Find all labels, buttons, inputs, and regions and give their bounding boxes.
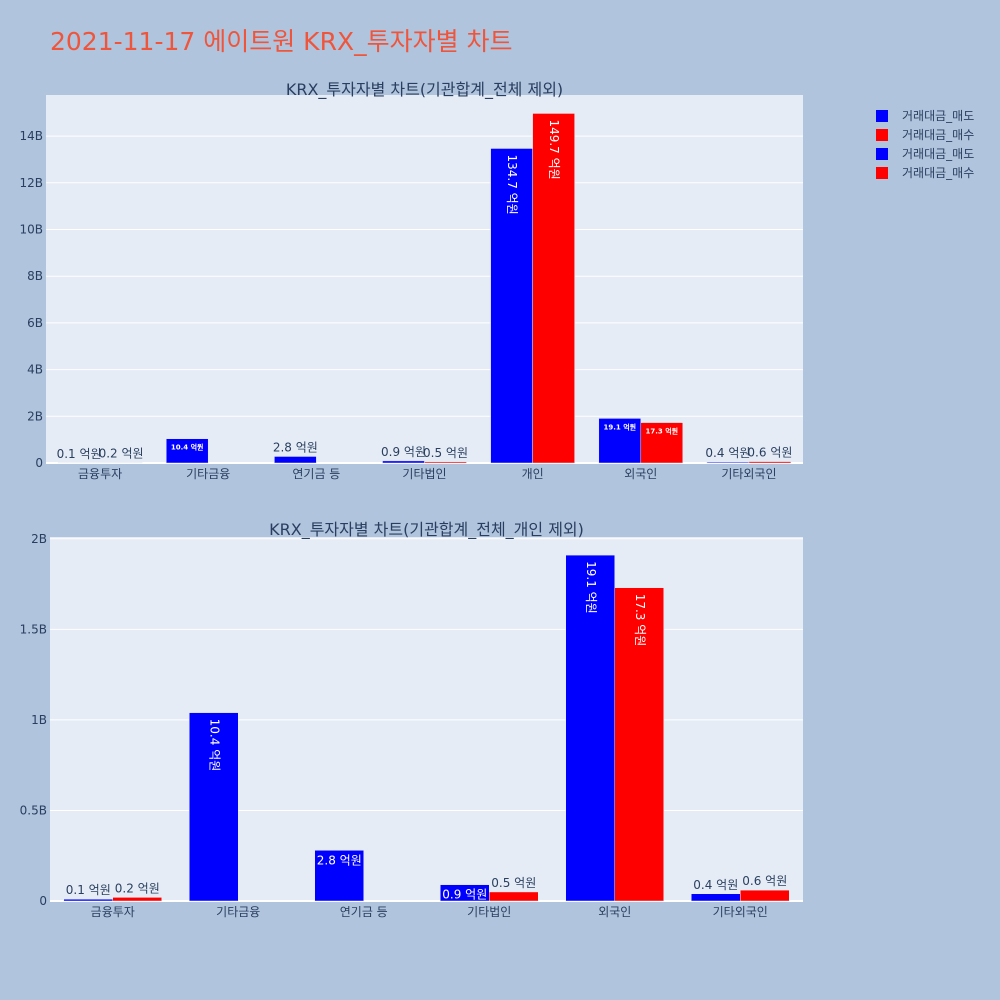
bar-buy — [614, 587, 664, 902]
x-tick-label: 기타외국인 — [713, 905, 768, 919]
bar-buy — [424, 461, 467, 464]
plot-area — [50, 537, 803, 901]
bar-buy — [112, 897, 162, 902]
x-tick-label: 연기금 등 — [292, 467, 340, 481]
page-title: 2021-11-17 에이트원 KRX_투자자별 차트 — [50, 27, 513, 56]
legend-swatch — [876, 128, 888, 141]
bar-sell — [189, 712, 239, 902]
x-tick-label: 기타외국인 — [721, 467, 776, 481]
data-label: 0.5 억원 — [491, 876, 536, 890]
bar-sell — [314, 850, 364, 902]
data-label: 134.7 억원 — [505, 154, 519, 214]
plot-area — [46, 95, 803, 463]
y-tick-label: 14B — [19, 129, 43, 143]
legend-label: 거래대금_매수 — [902, 166, 975, 180]
y-tick-label: 0 — [35, 456, 43, 470]
data-label: 0.9 억원 — [442, 888, 487, 902]
data-label: 2.8 억원 — [273, 440, 318, 454]
data-label: 0.4 억원 — [693, 878, 738, 892]
x-tick-label: 기타법인 — [402, 467, 446, 481]
data-label: 17.3 억원 — [645, 427, 678, 436]
bar-sell — [706, 461, 750, 464]
y-tick-label: 4B — [27, 363, 43, 377]
bar-sell — [691, 893, 741, 902]
bar-buy — [532, 113, 575, 464]
y-tick-label: 10B — [19, 222, 43, 236]
legend[interactable]: 거래대금_매도 거래대금_매수 거래대금_매도 거래대금_매수 — [876, 106, 974, 182]
y-tick-label: 0 — [39, 894, 47, 908]
data-label: 2.8 억원 — [317, 853, 362, 867]
legend-label: 거래대금_매도 — [902, 109, 975, 123]
bar-buy — [748, 461, 792, 464]
bar-buy — [740, 889, 790, 902]
data-label: 0.9 억원 — [381, 445, 426, 459]
chart-2: 0 0.5B 1B 1.5B 2B KRX_투자자별 차트(기관합계_전체_개인 제외) 금… — [20, 520, 803, 919]
chart-1: 0 2B 4B 6B 8B 10B 12B 14B KRX_투자자별 차트(기관합계_전체 제외… — [19, 80, 803, 481]
legend-swatch — [876, 166, 888, 179]
x-tick-label: 금융투자 — [91, 905, 135, 919]
y-tick-label: 8B — [27, 269, 43, 283]
legend-item[interactable]: 거래대금_매수 — [876, 163, 974, 182]
bar-buy — [489, 891, 539, 902]
legend-item[interactable]: 거래대금_매도 — [876, 106, 974, 125]
y-tick-label: 1.5B — [20, 622, 47, 636]
data-label: 0.2 억원 — [99, 447, 144, 461]
data-label: 19.1 억원 — [584, 561, 598, 614]
bar-sell — [382, 460, 425, 464]
y-tick-label: 12B — [19, 176, 43, 190]
x-tick-label: 개인 — [522, 467, 544, 481]
bar-sell — [274, 456, 317, 464]
data-label: 0.1 억원 — [57, 447, 102, 461]
data-label: 17.3 억원 — [633, 594, 647, 647]
x-tick-label: 외국인 — [598, 905, 631, 919]
bar-sell — [490, 148, 533, 464]
data-label: 10.4 억원 — [171, 443, 204, 452]
data-label: 0.1 억원 — [66, 883, 111, 897]
chart-title: KRX_투자자별 차트(기관합계_전체_개인 제외) — [269, 520, 584, 540]
data-label: 0.5 억원 — [423, 446, 468, 460]
data-label: 19.1 억원 — [603, 422, 636, 431]
y-tick-label: 6B — [27, 316, 43, 330]
bar-sell — [598, 418, 642, 464]
bar-sell — [165, 438, 209, 464]
legend-item[interactable]: 거래대금_매수 — [876, 125, 974, 144]
data-label: 149.7 억원 — [547, 119, 561, 179]
bar-buy — [640, 422, 684, 464]
y-tick-label: 1B — [31, 713, 47, 727]
chart-title: KRX_투자자별 차트(기관합계_전체 제외) — [286, 80, 563, 100]
x-tick-label: 외국인 — [624, 467, 657, 481]
legend-item[interactable]: 거래대금_매도 — [876, 144, 974, 163]
data-label: 0.6 억원 — [742, 874, 787, 888]
x-tick-label: 연기금 등 — [340, 905, 388, 919]
y-tick-label: 2B — [31, 532, 47, 546]
data-label: 10.4 억원 — [207, 719, 221, 772]
y-tick-label: 2B — [27, 409, 43, 423]
legend-label: 거래대금_매수 — [902, 128, 975, 142]
x-tick-label: 기타금융 — [186, 467, 230, 481]
data-label: 0.2 억원 — [115, 881, 160, 895]
bar-sell — [63, 898, 113, 902]
x-tick-label: 기타금융 — [216, 905, 260, 919]
legend-swatch — [876, 147, 888, 160]
y-tick-label: 0.5B — [20, 803, 47, 817]
x-tick-label: 금융투자 — [78, 467, 122, 481]
data-label: 0.6 억원 — [747, 446, 792, 460]
data-label: 0.4 억원 — [705, 446, 750, 460]
legend-swatch — [876, 109, 888, 122]
legend-label: 거래대금_매도 — [902, 147, 975, 161]
x-tick-label: 기타법인 — [467, 905, 511, 919]
bar-sell — [565, 554, 615, 902]
